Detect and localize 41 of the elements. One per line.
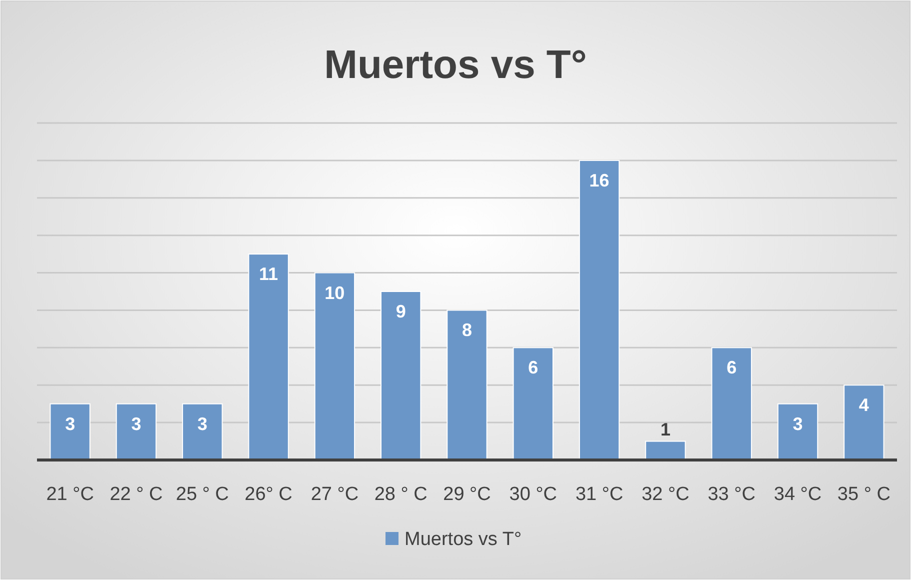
bar	[446, 310, 488, 460]
data-label: 6	[528, 358, 538, 378]
bar	[844, 384, 884, 460]
x-tick-label: 26° C	[244, 484, 292, 505]
bar	[512, 347, 554, 460]
bar	[182, 403, 223, 460]
x-tick-label: 34 °C	[774, 484, 822, 505]
bar	[711, 347, 752, 460]
bar	[578, 160, 620, 460]
bar	[314, 272, 356, 460]
data-label: 6	[726, 358, 737, 378]
x-tick-label: 31 °C	[575, 484, 624, 505]
data-label: 9	[396, 302, 406, 322]
x-tick-label: 27 °C	[310, 484, 359, 505]
x-tick-label: 28 ° C	[374, 484, 428, 505]
x-tick-label: 33 °C	[708, 484, 756, 505]
data-label: 3	[131, 414, 142, 434]
data-label: 4	[858, 395, 869, 416]
bar	[116, 403, 157, 460]
data-label: 3	[65, 414, 76, 434]
x-tick-label: 30 °C	[509, 484, 558, 505]
bar	[50, 403, 90, 460]
data-label: 16	[589, 170, 610, 190]
bar	[380, 291, 422, 460]
data-label: 3	[792, 414, 803, 434]
data-label: 1	[660, 419, 670, 440]
x-tick-label: 35 ° C	[837, 484, 890, 505]
x-tick-label: 25 ° C	[176, 484, 229, 505]
x-tick-label: 22 ° C	[110, 484, 163, 505]
data-label: 8	[462, 320, 472, 340]
data-label: 3	[197, 414, 208, 434]
chart-title: Muertos vs T°	[324, 43, 587, 87]
bar	[248, 254, 289, 460]
x-tick-label: 21 °C	[46, 484, 94, 505]
x-tick-label: 32 °C	[642, 484, 690, 505]
x-tick-label: 29 °C	[443, 484, 491, 505]
text: Muertos vs T°	[404, 529, 522, 550]
bar	[777, 403, 818, 460]
data-label: 10	[324, 282, 345, 303]
bar	[645, 440, 686, 460]
data-label: 11	[259, 264, 278, 284]
